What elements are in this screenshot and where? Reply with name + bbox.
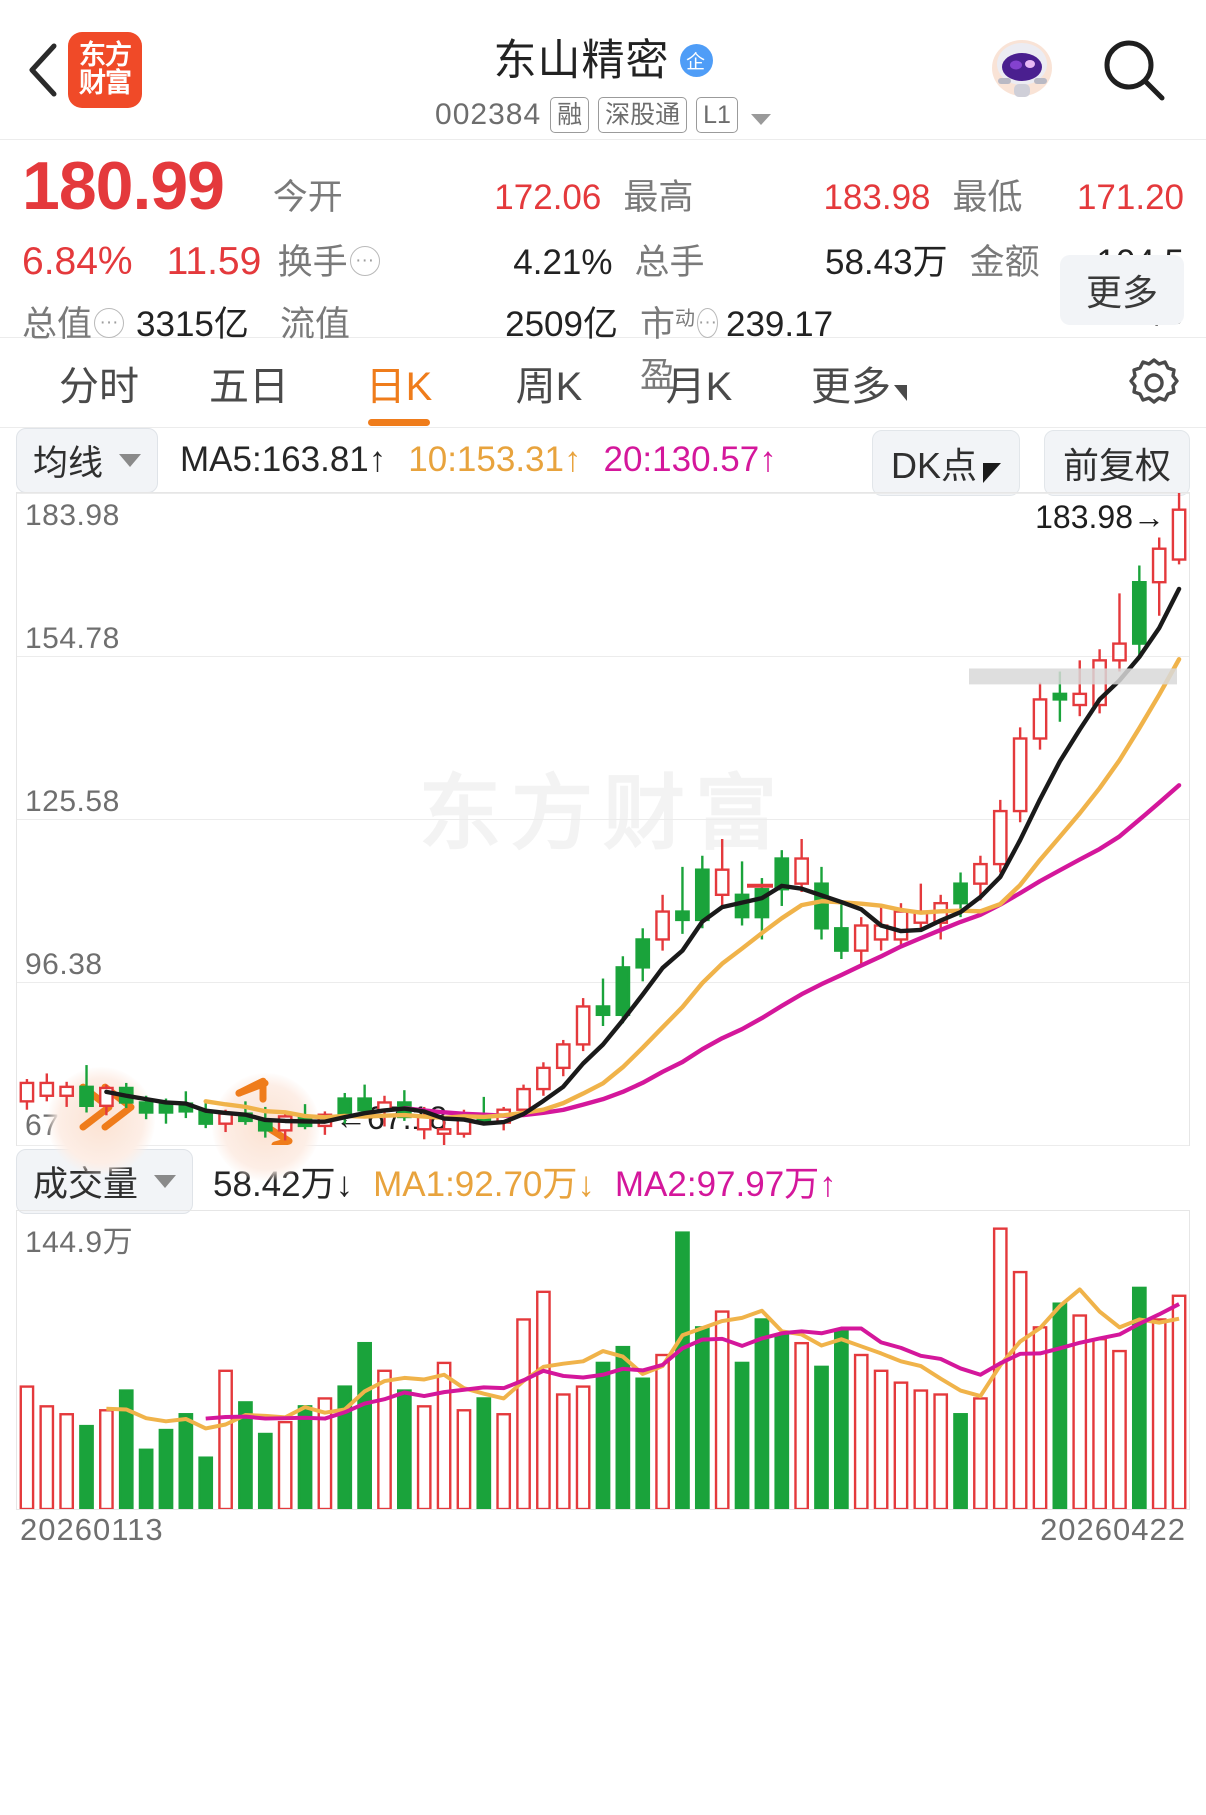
triangle-down-icon	[894, 384, 907, 401]
change-percent: 6.84%	[22, 240, 133, 283]
info-dots-icon[interactable]: ···	[349, 245, 380, 276]
amount-label: 金额	[969, 243, 1040, 282]
volume-bars	[19, 1227, 1187, 1509]
app-header: 东方 财富 东山精密 企 002384 融 深股通 L1	[0, 0, 1206, 140]
kline-candles	[19, 493, 1187, 1145]
tab-label: 更多	[811, 364, 891, 409]
change-amount: 11.59	[166, 240, 262, 283]
volume-indicator-selector[interactable]: 成交量	[16, 1148, 194, 1214]
period-tabs: 分时 五日 日K 周K 月K 更多	[0, 338, 1206, 428]
logo-line-2: 财富	[79, 68, 132, 98]
quote-row-primary: 180.99 今开 172.06 最高 183.98 最低 171.20	[22, 152, 1184, 234]
ma5-legend: MA5:163.81↑	[180, 440, 387, 479]
adjust-button[interactable]: 前复权	[1043, 430, 1190, 496]
volume-axis-max: 144.9万	[25, 1226, 134, 1259]
date-start: 20260113	[20, 1512, 164, 1547]
logo-line-1: 东方	[79, 40, 132, 71]
eastmoney-logo[interactable]: 东方 财富	[68, 32, 142, 108]
quote-row-tertiary: 总值 ··· 3315亿 流值 2509亿 市盈 动 ··· 239.17	[22, 296, 1184, 395]
chevron-down-icon	[154, 1174, 177, 1188]
tab-daily-k[interactable]: 日K	[324, 354, 474, 426]
ma-indicator-selector[interactable]: 均线	[16, 427, 159, 493]
page-title: 东山精密 企	[494, 26, 713, 88]
turnover-rate-value: 4.21%	[513, 243, 613, 282]
low-label: 最低	[952, 178, 1023, 217]
volume-ma2: MA2:97.97万↑	[614, 1164, 837, 1204]
gridline	[17, 656, 1189, 657]
tab-five-day[interactable]: 五日	[174, 354, 324, 412]
pe-value: 239.17	[726, 305, 834, 344]
quote-panel: 180.99 今开 172.06 最高 183.98 最低 171.20 6.8…	[0, 140, 1206, 395]
tab-monthly-k[interactable]: 月K	[624, 354, 774, 412]
dk-button-label: DK点	[890, 445, 977, 486]
volume-ma1: MA1:92.70万↓	[373, 1164, 595, 1204]
volume-selector-label: 成交量	[33, 1164, 139, 1204]
low-value: 171.20	[1076, 178, 1185, 217]
stock-name-text: 东山精密	[493, 37, 670, 85]
volume-current: 58.42万↓	[213, 1164, 354, 1204]
tab-label: 月K	[665, 364, 733, 409]
info-dots-icon[interactable]: ···	[697, 307, 718, 338]
date-axis: 20260113 20260422	[16, 1510, 1190, 1568]
volume-label: 总手	[634, 243, 705, 282]
price-tick-2: 125.58	[25, 785, 120, 818]
price-tick-0: 183.98	[25, 499, 120, 532]
price-tick-3: 96.38	[25, 948, 103, 981]
chevron-down-icon	[119, 453, 142, 467]
open-value: 172.06	[494, 178, 602, 217]
enterprise-badge-icon[interactable]: 企	[679, 43, 713, 77]
robot-avatar-icon[interactable]	[986, 34, 1058, 106]
market-cap-label: 总值	[22, 305, 93, 344]
tab-label: 五日	[209, 364, 289, 409]
high-price-annotation: 183.98→	[1035, 499, 1165, 535]
chevron-down-icon[interactable]	[750, 113, 771, 125]
high-value: 183.98	[823, 178, 931, 217]
tab-intraday[interactable]: 分时	[24, 354, 174, 412]
price-tick-1: 154.78	[25, 622, 120, 655]
volume-legend-bar: 成交量 58.42万↓ MA1:92.70万↓ MA2:97.97万↑	[0, 1148, 1206, 1214]
pe-label: 市盈	[640, 305, 676, 395]
gridline	[17, 493, 1189, 494]
tag-connect: 深股通	[598, 97, 688, 133]
open-label: 今开	[272, 178, 343, 217]
tab-label: 周K	[515, 364, 583, 409]
tag-level: L1	[696, 97, 738, 133]
tab-label: 日K	[365, 364, 433, 409]
search-icon[interactable]	[1096, 34, 1172, 110]
tab-weekly-k[interactable]: 周K	[474, 354, 624, 412]
ma20-legend: 20:130.57↑	[603, 440, 777, 479]
quote-row-secondary: 6.84% 11.59 换手 ··· 4.21% 总手 58.43万 金额 10…	[22, 234, 1184, 331]
float-cap-label: 流值	[280, 305, 351, 344]
stock-code: 002384	[435, 98, 542, 131]
gear-icon[interactable]	[1126, 355, 1182, 411]
volume-value: 58.43万	[824, 243, 948, 282]
dk-point-button[interactable]: DK点	[871, 430, 1020, 496]
date-end: 20260422	[1040, 1512, 1186, 1547]
gridline	[17, 1145, 1189, 1146]
ma10-legend: 10:153.31↑	[408, 440, 582, 479]
tab-more[interactable]: 更多	[774, 354, 944, 412]
last-price: 180.99	[22, 148, 225, 224]
volume-chart-panel[interactable]: 144.9万	[16, 1210, 1190, 1510]
more-button[interactable]: 更多	[1059, 255, 1184, 325]
corner-triangle-icon	[983, 463, 1001, 483]
ma-legend-bar: 均线 MA5:163.81↑ 10:153.31↑ 20:130.57↑ DK点…	[0, 427, 1206, 496]
market-cap-value: 3315亿	[136, 305, 249, 344]
float-cap-value: 2509亿	[505, 305, 618, 344]
high-label: 最高	[623, 178, 694, 217]
back-icon[interactable]	[24, 42, 62, 98]
ma-selector-label: 均线	[33, 443, 104, 483]
pe-superscript: 动	[675, 308, 696, 330]
tab-label: 分时	[59, 364, 139, 409]
active-tab-underline	[368, 418, 430, 426]
kline-chart-panel[interactable]: 东方财富 183.98 154.78 125.58 96.38 67.18 18…	[16, 492, 1190, 1181]
gridline	[17, 819, 1189, 820]
info-dots-icon[interactable]: ···	[94, 307, 125, 338]
tag-margin: 融	[550, 97, 590, 133]
turnover-rate-label: 换手	[277, 243, 348, 282]
